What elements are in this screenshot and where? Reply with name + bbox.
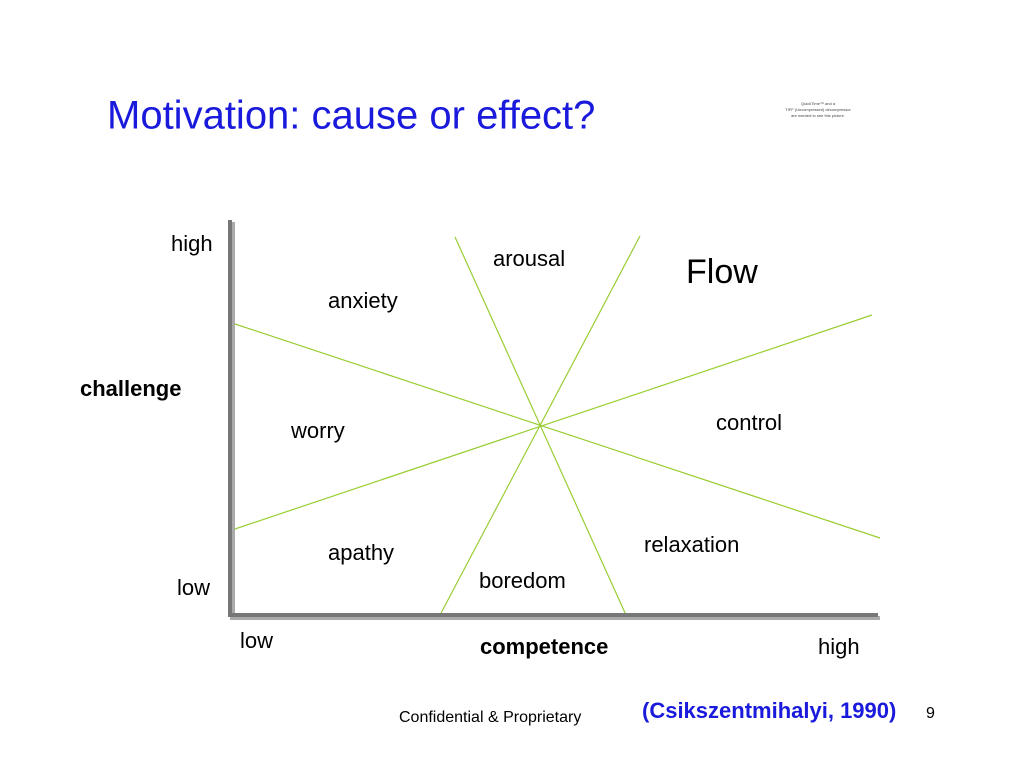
regions: arousal Flow anxiety worry control apath…	[290, 246, 782, 593]
axes	[228, 220, 880, 620]
slide-title: Motivation: cause or effect?	[107, 94, 595, 138]
placeholder-line: are needed to see this picture.	[791, 113, 845, 118]
y-label: challenge	[80, 376, 181, 401]
diagonal-line	[231, 322, 881, 539]
region-label: boredom	[479, 568, 566, 593]
axis-labels: high challenge low low competence high	[80, 231, 860, 659]
region-label: arousal	[493, 246, 565, 271]
region-label: Flow	[686, 253, 758, 291]
picture-placeholder: QuickTime™ and a TIFF (Uncompressed) dec…	[785, 101, 851, 118]
region-label: anxiety	[328, 288, 398, 313]
y-high: high	[171, 231, 213, 256]
region-label: worry	[290, 418, 345, 443]
diagonal-line	[439, 235, 641, 616]
placeholder-line: TIFF (Uncompressed) decompressor	[785, 107, 851, 112]
x-label: competence	[480, 634, 608, 659]
citation: (Csikszentmihalyi, 1990)	[642, 698, 896, 723]
x-high: high	[818, 634, 860, 659]
x-low: low	[240, 628, 273, 653]
region-label: relaxation	[644, 532, 739, 557]
footer-text: Confidential & Proprietary	[399, 709, 581, 726]
page-number: 9	[926, 705, 935, 722]
y-low: low	[177, 575, 210, 600]
diagonal-line	[454, 236, 627, 616]
diagonals	[231, 235, 881, 616]
diagonal-line	[231, 314, 873, 531]
region-label: apathy	[328, 540, 394, 565]
placeholder-line: QuickTime™ and a	[801, 101, 836, 106]
region-label: control	[716, 410, 782, 435]
